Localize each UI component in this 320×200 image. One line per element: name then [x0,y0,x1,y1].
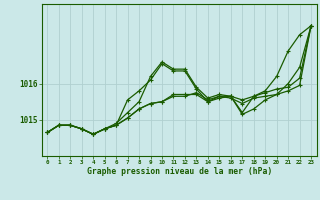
X-axis label: Graphe pression niveau de la mer (hPa): Graphe pression niveau de la mer (hPa) [87,167,272,176]
